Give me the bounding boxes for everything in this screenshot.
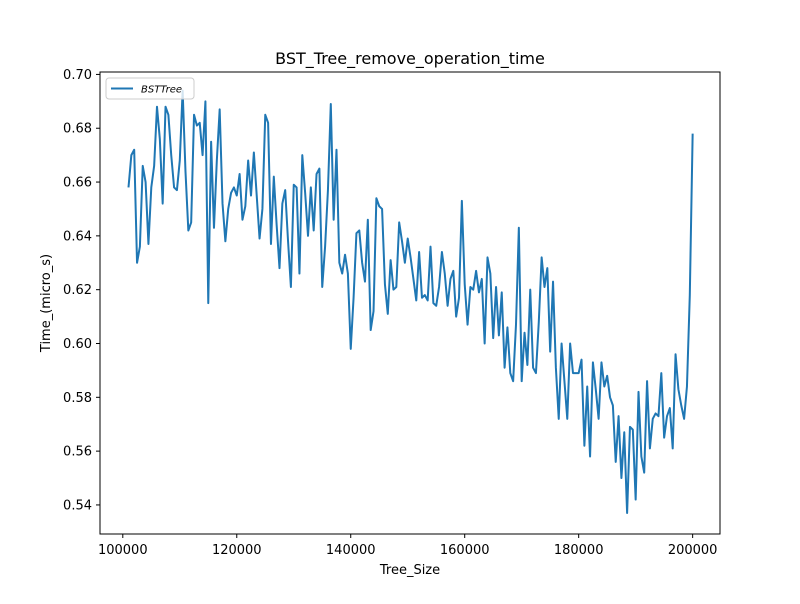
y-tick-label: 0.54 <box>63 498 92 513</box>
y-axis-label: Time_(micro_s) <box>39 254 54 353</box>
y-tick-label: 0.68 <box>63 122 92 137</box>
plot-area-frame <box>99 71 721 535</box>
y-tick-label: 0.60 <box>63 337 92 352</box>
legend: BSTTree <box>105 77 195 100</box>
x-tick-label: 200000 <box>668 543 718 558</box>
plot-lines-group <box>127 89 694 515</box>
x-tick-label: 120000 <box>212 543 262 558</box>
legend-label-bsttree: BSTTree <box>141 85 182 96</box>
y-tick-label: 0.62 <box>63 283 92 298</box>
x-tick-label: 100000 <box>98 543 148 558</box>
series-layer <box>127 89 694 515</box>
y-axis-ticks: 0.54 0.56 0.58 0.60 0.62 0.64 0.66 0.68 0.70 <box>63 68 100 513</box>
x-axis-label: Tree_Size <box>379 563 440 578</box>
x-tick-label: 140000 <box>326 543 376 558</box>
x-axis-ticks: 100000 120000 140000 160000 180000 200000 <box>98 534 717 558</box>
series-line-bsttree <box>127 89 694 515</box>
y-tick-label: 0.56 <box>63 445 92 460</box>
y-tick-label: 0.70 <box>63 68 92 83</box>
y-tick-label: 0.64 <box>63 229 92 244</box>
legend-box <box>105 77 195 100</box>
x-tick-label: 180000 <box>554 543 604 558</box>
x-tick-label: 160000 <box>440 543 490 558</box>
y-tick-label: 0.58 <box>63 391 92 406</box>
y-tick-label: 0.66 <box>63 176 92 191</box>
chart-title: BST_Tree_remove_operation_time <box>275 49 545 69</box>
